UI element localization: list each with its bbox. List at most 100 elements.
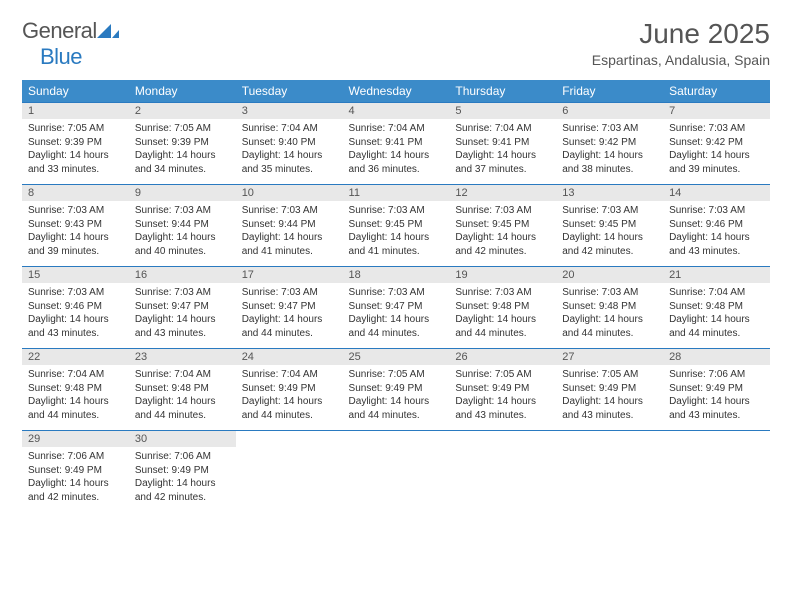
day-details: Sunrise: 7:03 AMSunset: 9:46 PMDaylight:… [663, 201, 770, 266]
day-details: Sunrise: 7:03 AMSunset: 9:42 PMDaylight:… [556, 119, 663, 184]
sunset-text: Sunset: 9:48 PM [669, 300, 764, 314]
day-number: 14 [663, 185, 770, 201]
sunset-text: Sunset: 9:49 PM [562, 382, 657, 396]
daylight-text: Daylight: 14 hours and 41 minutes. [242, 231, 337, 258]
calendar-cell: 2Sunrise: 7:05 AMSunset: 9:39 PMDaylight… [129, 103, 236, 185]
sunset-text: Sunset: 9:42 PM [562, 136, 657, 150]
sunrise-text: Sunrise: 7:03 AM [669, 122, 764, 136]
day-details: Sunrise: 7:03 AMSunset: 9:47 PMDaylight:… [236, 283, 343, 348]
calendar-cell: 16Sunrise: 7:03 AMSunset: 9:47 PMDayligh… [129, 267, 236, 349]
calendar-cell: 25Sunrise: 7:05 AMSunset: 9:49 PMDayligh… [343, 349, 450, 431]
sunset-text: Sunset: 9:45 PM [349, 218, 444, 232]
calendar-cell: 21Sunrise: 7:04 AMSunset: 9:48 PMDayligh… [663, 267, 770, 349]
sunrise-text: Sunrise: 7:04 AM [669, 286, 764, 300]
daylight-text: Daylight: 14 hours and 42 minutes. [562, 231, 657, 258]
day-number: 30 [129, 431, 236, 447]
sunset-text: Sunset: 9:46 PM [28, 300, 123, 314]
day-number: 15 [22, 267, 129, 283]
day-details: Sunrise: 7:03 AMSunset: 9:48 PMDaylight:… [449, 283, 556, 348]
calendar-cell: 22Sunrise: 7:04 AMSunset: 9:48 PMDayligh… [22, 349, 129, 431]
calendar-cell: 9Sunrise: 7:03 AMSunset: 9:44 PMDaylight… [129, 185, 236, 267]
calendar-cell: 29Sunrise: 7:06 AMSunset: 9:49 PMDayligh… [22, 431, 129, 513]
day-details: Sunrise: 7:04 AMSunset: 9:41 PMDaylight:… [343, 119, 450, 184]
sunrise-text: Sunrise: 7:05 AM [455, 368, 550, 382]
calendar-cell: 5Sunrise: 7:04 AMSunset: 9:41 PMDaylight… [449, 103, 556, 185]
day-details: Sunrise: 7:04 AMSunset: 9:48 PMDaylight:… [22, 365, 129, 430]
day-details: Sunrise: 7:04 AMSunset: 9:48 PMDaylight:… [129, 365, 236, 430]
sunrise-text: Sunrise: 7:03 AM [455, 204, 550, 218]
day-number: 10 [236, 185, 343, 201]
sunset-text: Sunset: 9:48 PM [28, 382, 123, 396]
day-number: 17 [236, 267, 343, 283]
day-number: 21 [663, 267, 770, 283]
day-number: 11 [343, 185, 450, 201]
calendar-header-row: SundayMondayTuesdayWednesdayThursdayFrid… [22, 80, 770, 103]
daylight-text: Daylight: 14 hours and 42 minutes. [455, 231, 550, 258]
day-number: 24 [236, 349, 343, 365]
sunset-text: Sunset: 9:49 PM [28, 464, 123, 478]
sunset-text: Sunset: 9:45 PM [562, 218, 657, 232]
day-number: 9 [129, 185, 236, 201]
sunrise-text: Sunrise: 7:03 AM [242, 286, 337, 300]
calendar-cell: 3Sunrise: 7:04 AMSunset: 9:40 PMDaylight… [236, 103, 343, 185]
title-block: June 2025 Espartinas, Andalusia, Spain [592, 18, 770, 68]
daylight-text: Daylight: 14 hours and 44 minutes. [28, 395, 123, 422]
sunset-text: Sunset: 9:43 PM [28, 218, 123, 232]
month-title: June 2025 [592, 18, 770, 50]
sunrise-text: Sunrise: 7:04 AM [349, 122, 444, 136]
sunrise-text: Sunrise: 7:03 AM [562, 122, 657, 136]
location: Espartinas, Andalusia, Spain [592, 52, 770, 68]
daylight-text: Daylight: 14 hours and 43 minutes. [669, 395, 764, 422]
day-details: Sunrise: 7:06 AMSunset: 9:49 PMDaylight:… [22, 447, 129, 512]
sunrise-text: Sunrise: 7:05 AM [135, 122, 230, 136]
sunrise-text: Sunrise: 7:03 AM [669, 204, 764, 218]
calendar-week-row: 1Sunrise: 7:05 AMSunset: 9:39 PMDaylight… [22, 103, 770, 185]
sunset-text: Sunset: 9:49 PM [455, 382, 550, 396]
sunset-text: Sunset: 9:44 PM [135, 218, 230, 232]
day-header-monday: Monday [129, 80, 236, 103]
sunrise-text: Sunrise: 7:06 AM [135, 450, 230, 464]
sunrise-text: Sunrise: 7:03 AM [349, 204, 444, 218]
logo-triangle-icon [97, 24, 119, 38]
day-details: Sunrise: 7:03 AMSunset: 9:44 PMDaylight:… [236, 201, 343, 266]
daylight-text: Daylight: 14 hours and 43 minutes. [135, 313, 230, 340]
day-details: Sunrise: 7:04 AMSunset: 9:48 PMDaylight:… [663, 283, 770, 348]
calendar-cell: 7Sunrise: 7:03 AMSunset: 9:42 PMDaylight… [663, 103, 770, 185]
logo-text-general: General [22, 18, 97, 43]
calendar-cell: 11Sunrise: 7:03 AMSunset: 9:45 PMDayligh… [343, 185, 450, 267]
day-details: Sunrise: 7:04 AMSunset: 9:41 PMDaylight:… [449, 119, 556, 184]
day-details: Sunrise: 7:06 AMSunset: 9:49 PMDaylight:… [129, 447, 236, 512]
sunrise-text: Sunrise: 7:04 AM [455, 122, 550, 136]
calendar-cell [556, 431, 663, 513]
day-details: Sunrise: 7:03 AMSunset: 9:44 PMDaylight:… [129, 201, 236, 266]
day-details: Sunrise: 7:03 AMSunset: 9:45 PMDaylight:… [449, 201, 556, 266]
calendar-cell: 13Sunrise: 7:03 AMSunset: 9:45 PMDayligh… [556, 185, 663, 267]
daylight-text: Daylight: 14 hours and 43 minutes. [455, 395, 550, 422]
sunset-text: Sunset: 9:48 PM [562, 300, 657, 314]
daylight-text: Daylight: 14 hours and 42 minutes. [28, 477, 123, 504]
day-details: Sunrise: 7:06 AMSunset: 9:49 PMDaylight:… [663, 365, 770, 430]
day-number: 2 [129, 103, 236, 119]
day-details: Sunrise: 7:04 AMSunset: 9:40 PMDaylight:… [236, 119, 343, 184]
sunrise-text: Sunrise: 7:04 AM [28, 368, 123, 382]
day-details: Sunrise: 7:05 AMSunset: 9:39 PMDaylight:… [22, 119, 129, 184]
sunrise-text: Sunrise: 7:05 AM [349, 368, 444, 382]
day-number: 20 [556, 267, 663, 283]
day-details: Sunrise: 7:03 AMSunset: 9:48 PMDaylight:… [556, 283, 663, 348]
sunrise-text: Sunrise: 7:05 AM [562, 368, 657, 382]
day-number: 13 [556, 185, 663, 201]
calendar-week-row: 22Sunrise: 7:04 AMSunset: 9:48 PMDayligh… [22, 349, 770, 431]
daylight-text: Daylight: 14 hours and 44 minutes. [455, 313, 550, 340]
calendar-cell [449, 431, 556, 513]
daylight-text: Daylight: 14 hours and 43 minutes. [669, 231, 764, 258]
sunrise-text: Sunrise: 7:05 AM [28, 122, 123, 136]
calendar-table: SundayMondayTuesdayWednesdayThursdayFrid… [22, 80, 770, 512]
day-details: Sunrise: 7:05 AMSunset: 9:49 PMDaylight:… [343, 365, 450, 430]
calendar-cell: 14Sunrise: 7:03 AMSunset: 9:46 PMDayligh… [663, 185, 770, 267]
sunrise-text: Sunrise: 7:03 AM [28, 286, 123, 300]
calendar-cell: 8Sunrise: 7:03 AMSunset: 9:43 PMDaylight… [22, 185, 129, 267]
day-number: 6 [556, 103, 663, 119]
daylight-text: Daylight: 14 hours and 43 minutes. [562, 395, 657, 422]
day-details: Sunrise: 7:05 AMSunset: 9:49 PMDaylight:… [449, 365, 556, 430]
sunset-text: Sunset: 9:49 PM [242, 382, 337, 396]
